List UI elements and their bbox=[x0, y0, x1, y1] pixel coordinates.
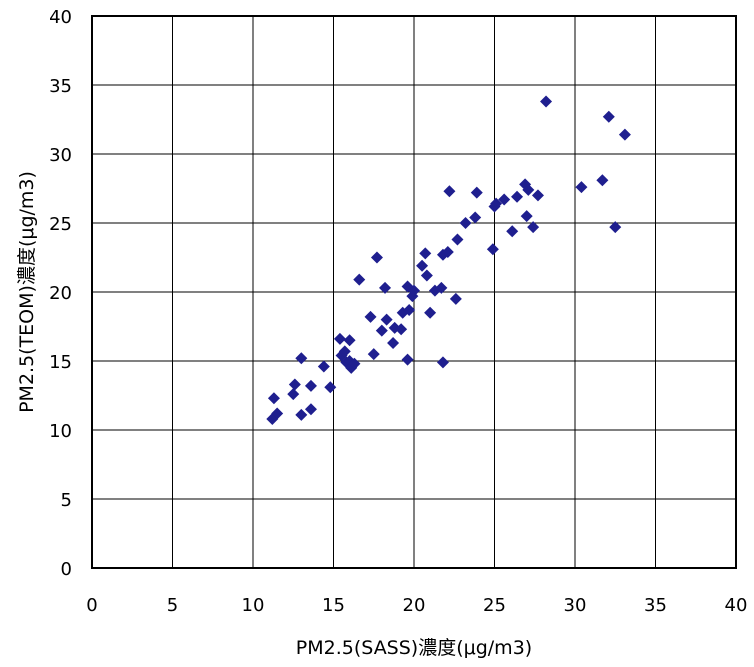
data-point bbox=[333, 332, 346, 345]
data-point bbox=[419, 247, 432, 260]
data-point bbox=[506, 225, 519, 238]
data-point bbox=[395, 323, 408, 336]
x-tick-label: 25 bbox=[483, 595, 506, 616]
data-point bbox=[317, 360, 330, 373]
data-point bbox=[470, 186, 483, 199]
data-point bbox=[408, 284, 420, 297]
data-point bbox=[380, 313, 393, 326]
data-point bbox=[609, 221, 622, 234]
data-point bbox=[287, 388, 300, 401]
data-point bbox=[379, 281, 392, 294]
y-tick-label: 20 bbox=[49, 283, 72, 304]
data-point bbox=[364, 310, 377, 323]
data-point bbox=[420, 269, 433, 282]
x-tick-label: 30 bbox=[564, 595, 587, 616]
data-point bbox=[343, 334, 356, 347]
data-point bbox=[443, 185, 456, 198]
grid-lines bbox=[92, 16, 736, 568]
y-tick-label: 40 bbox=[49, 7, 72, 28]
data-point bbox=[348, 357, 361, 370]
data-point bbox=[511, 190, 524, 203]
data-point bbox=[435, 281, 448, 294]
data-point bbox=[486, 243, 499, 256]
x-tick-label: 5 bbox=[167, 595, 178, 616]
plot-border bbox=[91, 15, 737, 569]
data-point bbox=[575, 181, 588, 194]
x-tick-label: 20 bbox=[403, 595, 426, 616]
data-point bbox=[490, 197, 503, 210]
data-point bbox=[459, 217, 472, 229]
x-tick-label: 10 bbox=[242, 595, 265, 616]
y-tick-label: 0 bbox=[61, 559, 72, 580]
data-point bbox=[527, 221, 540, 234]
data-points bbox=[266, 95, 631, 425]
y-tick-label: 35 bbox=[49, 76, 72, 97]
data-point bbox=[596, 174, 609, 187]
data-point bbox=[531, 189, 544, 202]
x-axis-title: PM2.5(SASS)濃度(μg/m3) bbox=[296, 637, 532, 659]
x-tick-label: 35 bbox=[644, 595, 667, 616]
y-axis-title: PM2.5(TEOM)濃度(μg/m3) bbox=[16, 171, 38, 413]
y-tick-label: 15 bbox=[49, 352, 72, 373]
data-point bbox=[304, 379, 317, 392]
x-tick-labels: 0 5 10 15 20 25 30 35 40 bbox=[86, 595, 747, 616]
data-point bbox=[416, 259, 429, 272]
data-point bbox=[436, 356, 449, 369]
data-point bbox=[540, 95, 553, 108]
data-point bbox=[451, 233, 464, 246]
data-point bbox=[520, 210, 533, 223]
x-tick-label: 15 bbox=[322, 595, 345, 616]
data-point bbox=[324, 381, 337, 394]
data-point bbox=[387, 337, 400, 350]
data-point bbox=[401, 353, 414, 366]
y-tick-label: 30 bbox=[49, 145, 72, 166]
x-tick-label: 40 bbox=[725, 595, 748, 616]
data-point bbox=[267, 392, 280, 405]
data-point bbox=[522, 183, 535, 196]
data-point bbox=[295, 408, 308, 421]
data-point bbox=[375, 324, 388, 337]
data-point bbox=[271, 407, 284, 420]
data-point bbox=[602, 110, 615, 123]
data-point bbox=[338, 345, 351, 358]
y-tick-label: 5 bbox=[61, 490, 72, 511]
data-point bbox=[498, 193, 511, 206]
data-point bbox=[367, 348, 380, 361]
data-point bbox=[288, 378, 301, 391]
data-point bbox=[441, 245, 454, 258]
data-point bbox=[618, 128, 631, 141]
data-point bbox=[295, 352, 308, 365]
y-tick-label: 10 bbox=[49, 421, 72, 442]
data-point bbox=[424, 306, 437, 319]
data-point bbox=[403, 303, 416, 316]
x-tick-label: 0 bbox=[86, 595, 97, 616]
data-point bbox=[370, 251, 383, 264]
data-point bbox=[353, 273, 366, 286]
data-point bbox=[469, 211, 482, 224]
data-point bbox=[304, 403, 317, 416]
data-point bbox=[449, 292, 462, 305]
y-tick-label: 25 bbox=[49, 214, 72, 235]
y-tick-labels: 0 5 10 15 20 25 30 35 40 bbox=[49, 7, 72, 580]
